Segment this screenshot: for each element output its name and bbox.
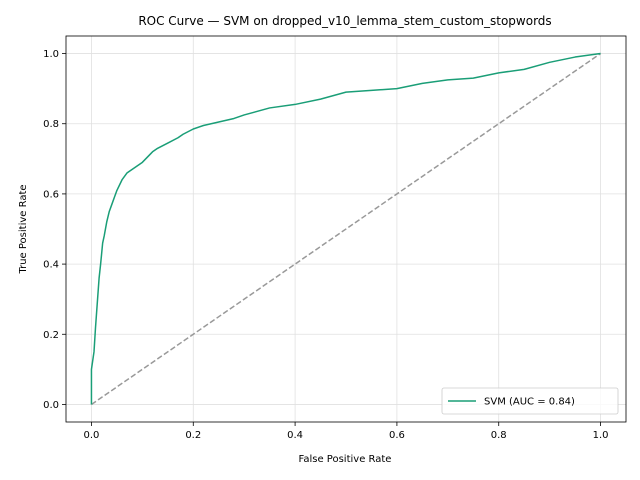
axes-frame [65, 35, 627, 423]
chance-diagonal-line [91, 52, 601, 406]
y-tick-label: 0.6 [43, 189, 59, 200]
y-ticks: 0.0 0.2 0.4 0.6 0.8 1.0 [43, 49, 66, 411]
x-tick-label: 0.6 [389, 430, 405, 441]
roc-curve-line [90, 52, 601, 405]
y-tick-label: 0.0 [43, 400, 59, 411]
y-tick-label: 0.8 [43, 119, 59, 130]
x-tick-label: 0.0 [84, 430, 100, 441]
grid [66, 36, 626, 422]
x-tick-label: 0.8 [491, 430, 507, 441]
legend-box [441, 387, 619, 415]
legend-label: SVM (AUC = 0.84) [484, 397, 575, 408]
y-axis-label: True Positive Rate [18, 184, 29, 274]
chart-title: ROC Curve — SVM on dropped_v10_lemma_ste… [138, 14, 551, 28]
y-tick-label: 0.4 [43, 260, 59, 271]
series-layer [90, 52, 601, 406]
x-tick-label: 0.4 [287, 430, 303, 441]
x-axis-label: False Positive Rate [299, 454, 392, 465]
y-tick-label: 1.0 [43, 49, 59, 60]
x-tick-label: 0.2 [185, 430, 201, 441]
legend: SVM (AUC = 0.84) [441, 387, 619, 415]
y-tick-label: 0.2 [43, 330, 59, 341]
x-tick-label: 1.0 [593, 430, 609, 441]
x-ticks: 0.0 0.2 0.4 0.6 0.8 1.0 [84, 422, 609, 441]
